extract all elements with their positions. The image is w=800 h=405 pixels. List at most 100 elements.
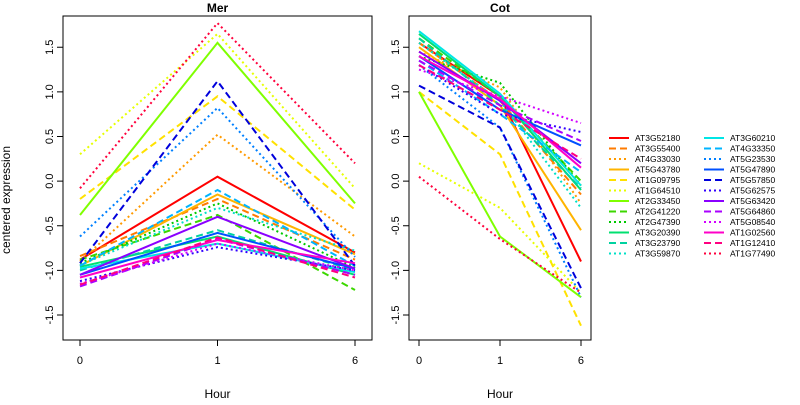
legend-item: AT3G59870 [609,248,680,258]
legend-label: AT5G47890 [730,164,775,174]
legend-item: AT5G62575 [704,185,775,195]
series-line-at1g12410 [79,236,356,286]
legend-label: AT3G59870 [635,248,680,258]
legend-item: AT1G64510 [609,185,680,195]
legend-item: AT3G55400 [609,143,680,153]
series-line-at4g33030 [79,133,356,263]
legend-label: AT3G55400 [635,143,680,153]
x-tick-label: 6 [578,355,584,367]
legend-label: AT5G08540 [730,217,775,227]
y-tick-label: -1.5 [44,306,56,325]
y-tick-label: 0.5 [44,129,56,144]
legend-item: AT5G23530 [704,154,775,164]
y-tick-label: 0.0 [390,173,402,188]
legend-item: AT3G20390 [609,227,680,237]
legend: AT3G52180AT3G55400AT4G33030AT5G43780AT1G… [609,133,775,258]
legend-label: AT1G77490 [730,248,775,258]
x-axis-title: Hour [204,387,230,400]
legend-label: AT5G57850 [730,175,775,185]
x-axis-title: Hour [487,387,513,400]
series-line-at3g60210 [418,30,582,187]
y-tick-label: 1.0 [390,84,402,99]
series-line-at1g64510 [418,162,582,294]
legend-label: AT3G23790 [635,238,680,248]
series-line-at1g02560 [418,55,582,169]
legend-item: AT4G33030 [609,154,680,164]
panels-group: Mer -1.5 -1.0 -0.5 0.0 0.5 1.0 1.5 0 1 6 Hour Cot -1.… [44,1,592,401]
legend-item: AT2G47390 [609,217,680,227]
legend-label: AT3G52180 [635,133,680,143]
y-tick-label: 0.5 [390,129,402,144]
legend-label: AT2G47390 [635,217,680,227]
series-line-at5g43780 [79,193,356,267]
series-line-at2g41220 [79,213,356,291]
legend-label: AT1G12410 [730,238,775,248]
legend-item: AT5G63420 [704,196,775,206]
legend-item: AT5G57850 [704,175,775,185]
y-tick-label: -0.5 [44,216,56,235]
y-tick-label: 1.5 [44,40,56,55]
series-line-at5g62575 [418,64,582,133]
x-tick-label: 6 [352,355,358,367]
series-line-at3g20390 [418,33,582,191]
series-line-at4g33350 [79,188,356,267]
legend-label: AT3G60210 [730,133,775,143]
x-tick-label: 1 [214,355,220,367]
series-line-at5g47890 [79,231,356,276]
legend-label: AT5G62575 [730,185,775,195]
legend-label: AT1G64510 [635,185,680,195]
legend-label: AT5G63420 [730,196,775,206]
legend-item: AT4G33350 [704,143,775,153]
legend-item: AT3G52180 [609,133,680,143]
series-line-at5g08540 [79,242,356,285]
series-line-at5g62575 [79,246,356,283]
legend-item: AT3G23790 [609,238,680,248]
legend-item: AT5G64860 [704,206,775,216]
series-line-at5g63420 [79,215,356,276]
series-line-at3g52180 [79,175,356,261]
legend-label: AT5G23530 [730,154,775,164]
series-line-at1g77490 [79,21,356,189]
panel-cot: Cot -1.5 -1.0 -0.5 0.0 0.5 1.0 1.5 0 1 6 Hour [390,1,592,401]
legend-item: AT5G47890 [704,164,775,174]
series-line-at5g64860 [418,59,582,142]
legend-item: AT1G02560 [704,227,775,237]
legend-item: AT1G77490 [704,248,775,258]
legend-item: AT3G60210 [704,133,775,143]
panel-title: Mer [207,1,229,15]
legend-label: AT5G43780 [635,164,680,174]
legend-label: AT3G20390 [635,227,680,237]
legend-label: AT4G33030 [635,154,680,164]
legend-label: AT1G02560 [730,227,775,237]
series-line-at2g47390 [418,55,582,187]
panel-title: Cot [490,1,510,15]
legend-label: AT1G09795 [635,175,680,185]
legend-label: AT5G64860 [730,206,775,216]
series-line-at2g33450 [418,91,582,299]
legend-item: AT2G41220 [609,206,680,216]
series-line-at3g23790 [79,229,356,272]
x-tick-label: 0 [77,355,83,367]
x-tick-label: 1 [497,355,503,367]
legend-item: AT1G09795 [609,175,680,185]
series-line-at1g09795 [418,91,582,327]
legend-label: AT2G41220 [635,206,680,216]
series-line-at5g57850 [418,84,582,289]
y-tick-label: -1.0 [44,261,56,280]
legend-item: AT1G12410 [704,238,775,248]
legend-label: AT4G33350 [730,143,775,153]
y-tick-label: -0.5 [390,216,402,235]
y-tick-label: 1.5 [390,40,402,55]
x-tick-label: 0 [416,355,422,367]
series-line-at1g09795 [79,95,356,211]
y-tick-label: 1.0 [44,84,56,99]
legend-item: AT2G33450 [609,196,680,206]
y-tick-label: -1.5 [390,306,402,325]
legend-label: AT2G33450 [635,196,680,206]
series-line-at1g02560 [79,238,356,279]
y-tick-label: -1.0 [390,261,402,280]
y-tick-label: 0.0 [44,173,56,188]
legend-item: AT5G43780 [609,164,680,174]
